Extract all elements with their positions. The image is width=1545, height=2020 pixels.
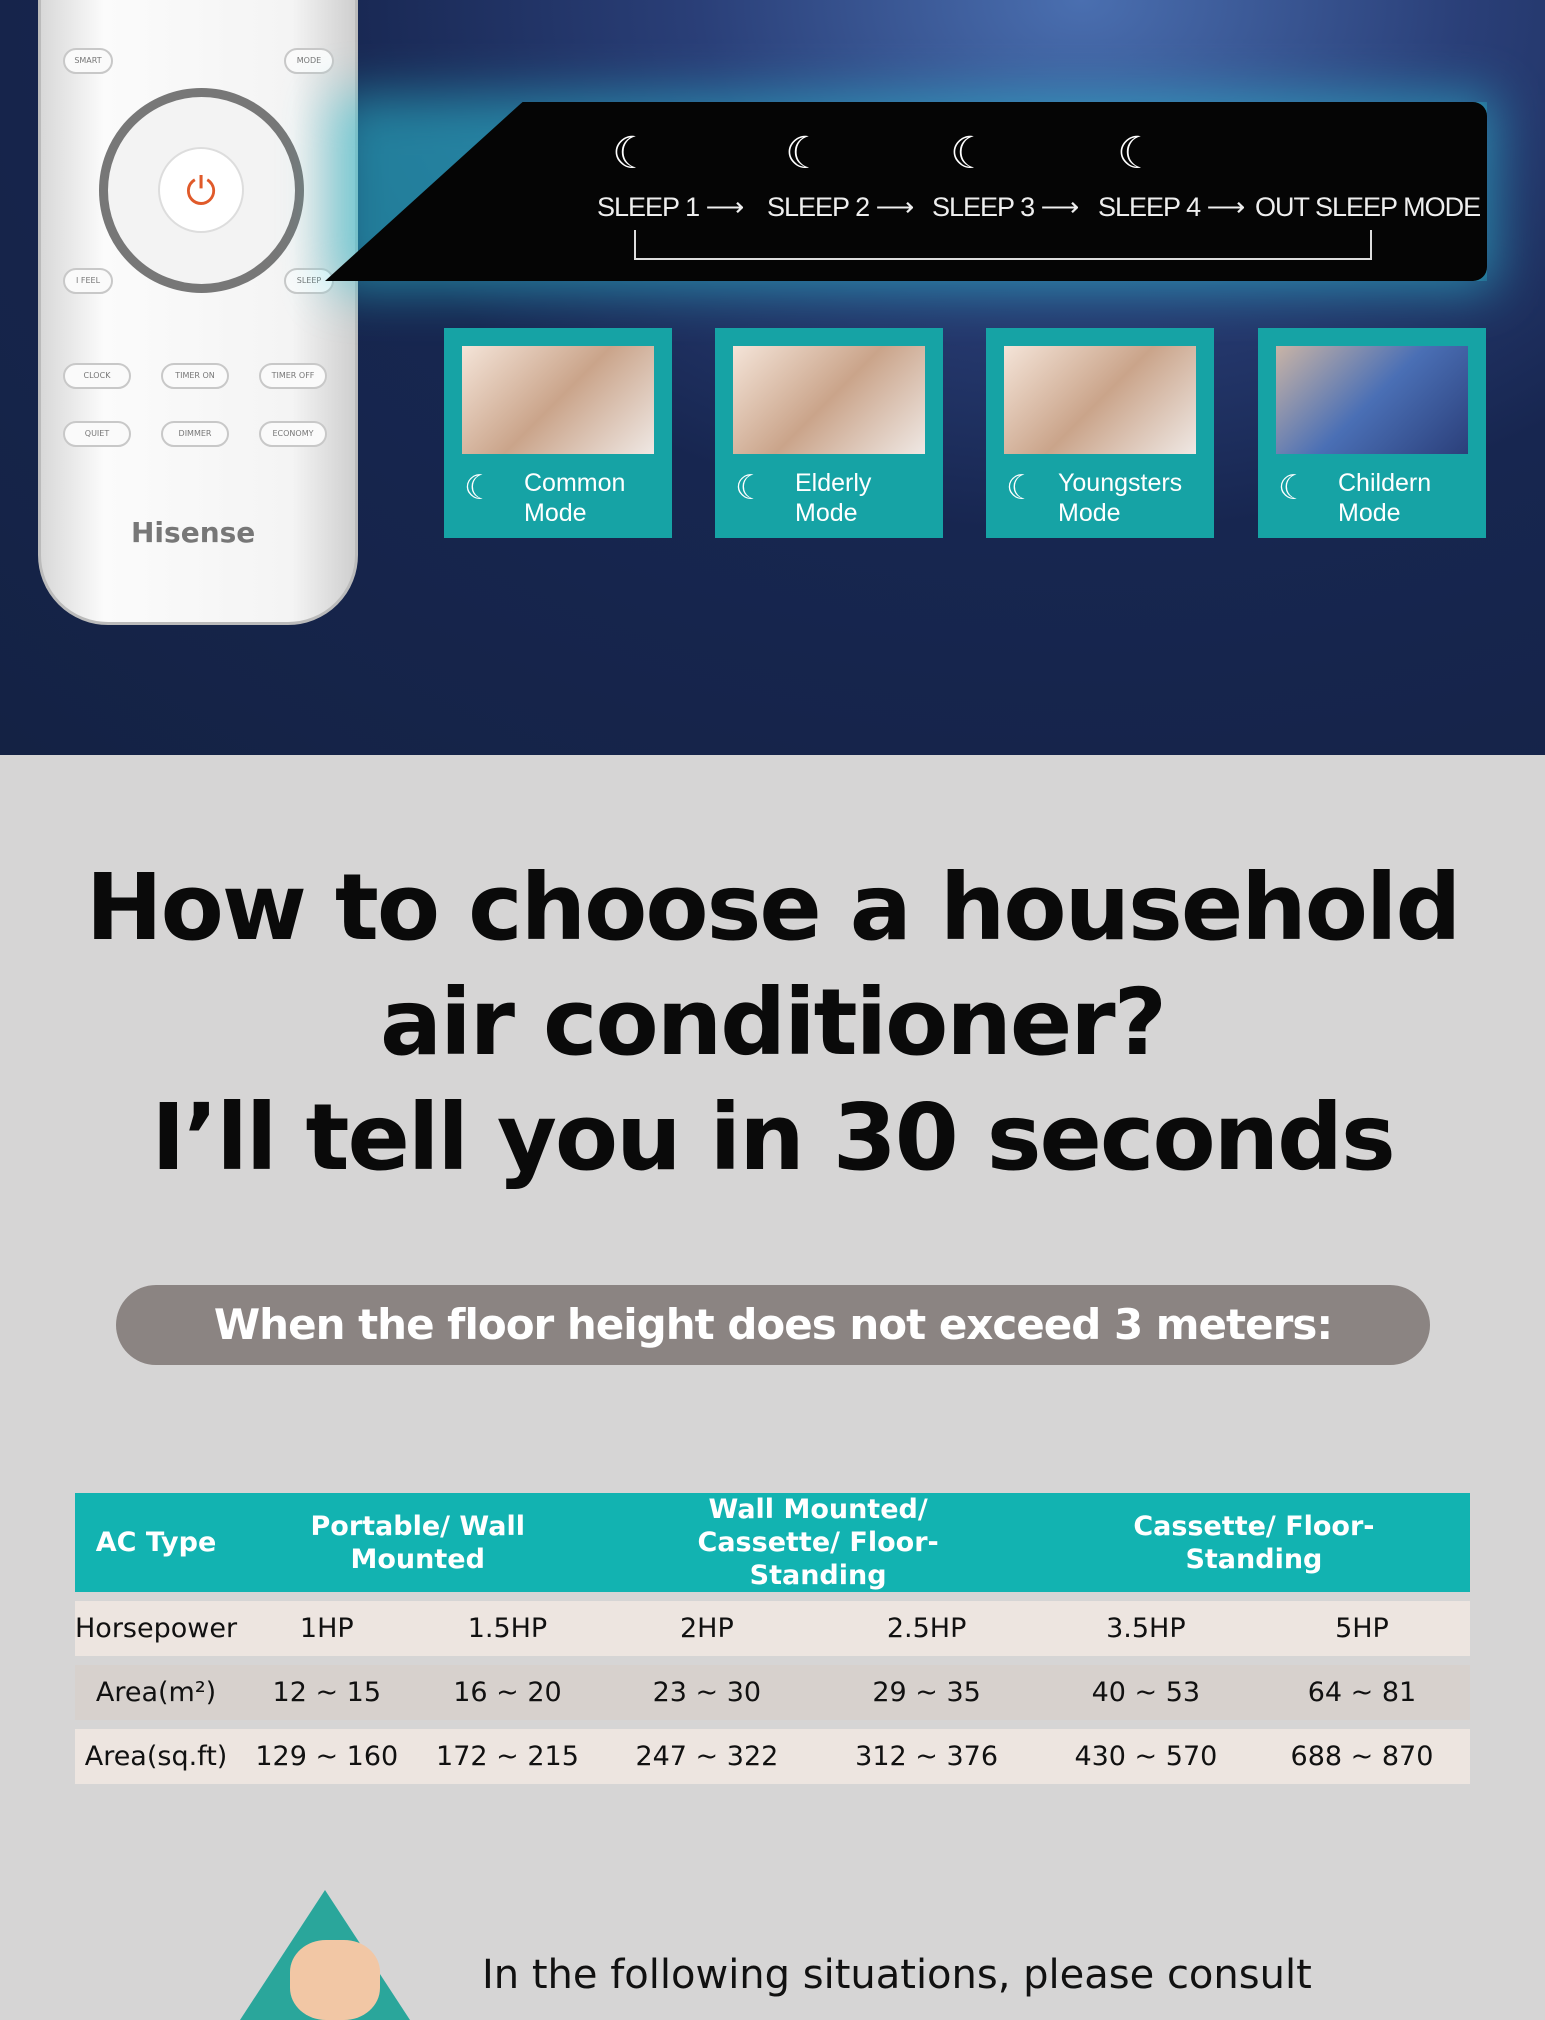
remote-button-dimmer: DIMMER <box>161 421 229 447</box>
mode-card-children: ☾ Childern Mode <box>1258 328 1486 538</box>
condition-pill: When the floor height does not exceed 3 … <box>116 1285 1430 1365</box>
moon-icon: ☾ <box>950 128 990 179</box>
cell: 688 ~ 870 <box>1253 1729 1470 1784</box>
mode-label: Youngsters <box>1058 469 1183 497</box>
loop-arrow <box>634 230 1372 260</box>
power-icon: ⏻ <box>158 147 244 233</box>
cell: 40 ~ 53 <box>1037 1665 1254 1720</box>
cell: 2.5HP <box>815 1601 1038 1656</box>
cell: 430 ~ 570 <box>1037 1729 1254 1784</box>
mode-card-youngsters: ☾ Youngsters Mode <box>986 328 1214 538</box>
header-cell: Portable/ Wall Mounted <box>237 1493 599 1592</box>
row-label: Horsepower <box>75 1601 238 1656</box>
mode-photo <box>1276 346 1468 454</box>
mode-card-common: ☾ Common Mode <box>444 328 672 538</box>
cell: 16 ~ 20 <box>416 1665 599 1720</box>
remote-button-ifeel: I FEEL <box>63 268 113 294</box>
moon-icon: ☾ <box>1278 468 1309 508</box>
sleep-step: SLEEP 4 ⟶ <box>1098 192 1245 222</box>
mode-label: Common <box>524 469 626 497</box>
cell: 1HP <box>237 1601 417 1656</box>
remote-control-image: SMART MODE ⏻ I FEEL SLEEP CLOCK TIMER ON… <box>38 0 358 625</box>
title-line: I’ll tell you in 30 seconds <box>151 1084 1396 1191</box>
consult-text: In the following situations, please cons… <box>482 1952 1312 1998</box>
cell: 312 ~ 376 <box>815 1729 1038 1784</box>
mode-label: Mode <box>1338 499 1401 527</box>
cell: 5HP <box>1253 1601 1470 1656</box>
table-row: Area(sq.ft) 129 ~ 160 172 ~ 215 247 ~ 322 31… <box>75 1729 1470 1784</box>
sleep-step: OUT SLEEP MODE <box>1255 192 1481 222</box>
mode-photo <box>462 346 654 454</box>
sleep-flow-panel <box>325 102 1487 281</box>
table-header: AC Type Portable/ Wall Mounted Wall Moun… <box>75 1493 1470 1592</box>
moon-icon: ☾ <box>612 128 652 179</box>
cell: 64 ~ 81 <box>1253 1665 1470 1720</box>
row-label: Area(m²) <box>75 1665 238 1720</box>
ac-size-table: AC Type Portable/ Wall Mounted Wall Moun… <box>75 1484 1470 1793</box>
mascot-face <box>290 1940 380 2020</box>
cell: 3.5HP <box>1037 1601 1254 1656</box>
cell: 2HP <box>598 1601 816 1656</box>
moon-icon: ☾ <box>1117 128 1157 179</box>
cell: 29 ~ 35 <box>815 1665 1038 1720</box>
page-title: How to choose a household air conditione… <box>0 850 1545 1195</box>
sleep-mode-banner: SMART MODE ⏻ I FEEL SLEEP CLOCK TIMER ON… <box>0 0 1545 755</box>
remote-button-clock: CLOCK <box>63 363 131 389</box>
row-label: Area(sq.ft) <box>75 1729 238 1784</box>
cell: 247 ~ 322 <box>598 1729 816 1784</box>
cell: 23 ~ 30 <box>598 1665 816 1720</box>
header-cell: AC Type <box>75 1493 238 1592</box>
sleep-step: SLEEP 2 ⟶ <box>767 192 914 222</box>
header-cell: Wall Mounted/ Cassette/ Floor-Standing <box>598 1493 1038 1592</box>
brand-logo: Hisense <box>131 516 256 549</box>
remote-button-timer-off: TIMER OFF <box>259 363 327 389</box>
sleep-step: SLEEP 3 ⟶ <box>932 192 1079 222</box>
title-line: How to choose a household <box>85 854 1462 961</box>
sleep-step: SLEEP 1 ⟶ <box>597 192 744 222</box>
remote-button-sleep: SLEEP <box>284 268 334 294</box>
table-row: Area(m²) 12 ~ 15 16 ~ 20 23 ~ 30 29 ~ 35 40 ~… <box>75 1665 1470 1720</box>
moon-icon: ☾ <box>785 128 825 179</box>
cell: 129 ~ 160 <box>237 1729 417 1784</box>
mode-photo <box>733 346 925 454</box>
mode-label: Mode <box>795 499 858 527</box>
mode-label: Mode <box>1058 499 1121 527</box>
remote-dpad: ⏻ <box>99 88 304 293</box>
mode-photo <box>1004 346 1196 454</box>
mode-label: Mode <box>524 499 587 527</box>
cell: 172 ~ 215 <box>416 1729 599 1784</box>
mode-label: Elderly <box>795 469 872 497</box>
remote-button-smart: SMART <box>63 48 113 74</box>
table-row: Horsepower 1HP 1.5HP 2HP 2.5HP 3.5HP 5HP <box>75 1601 1470 1656</box>
moon-icon: ☾ <box>464 468 495 508</box>
remote-button-economy: ECONOMY <box>259 421 327 447</box>
remote-button-quiet: QUIET <box>63 421 131 447</box>
header-cell: Cassette/ Floor-Standing <box>1037 1493 1470 1592</box>
cell: 12 ~ 15 <box>237 1665 417 1720</box>
mode-label: Childern <box>1338 469 1432 497</box>
mode-card-elderly: ☾ Elderly Mode <box>715 328 943 538</box>
remote-button-timer-on: TIMER ON <box>161 363 229 389</box>
remote-button-mode: MODE <box>284 48 334 74</box>
title-line: air conditioner? <box>380 969 1167 1076</box>
cell: 1.5HP <box>416 1601 599 1656</box>
moon-icon: ☾ <box>735 468 766 508</box>
moon-icon: ☾ <box>1006 468 1037 508</box>
